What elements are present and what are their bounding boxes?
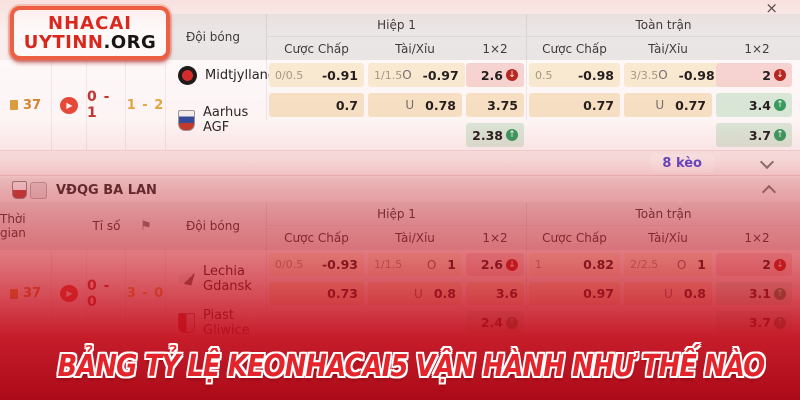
- odds-ft-ou-r2[interactable]: U 0.8: [622, 279, 714, 308]
- odds-h1-ou-r1[interactable]: 1/1.5 O -0.97: [366, 60, 465, 90]
- team-away-aarhus-agf: Aarhus AGF: [166, 90, 266, 150]
- site-logo: NHACAI UYTINN.ORG: [10, 6, 170, 60]
- odds-ft-ou-r2[interactable]: U 0.77: [622, 90, 714, 120]
- banner-text: BẢNG TỶ LỆ KEONHACAI5 VẬN HÀNH NHƯ THẾ N…: [57, 349, 766, 384]
- col-header-team: Đội bóng: [186, 219, 240, 233]
- odds-h1-ou-r2[interactable]: U 0.8: [366, 279, 464, 308]
- league-logo-icon: [12, 181, 27, 199]
- site-logo-line1: NHACAI: [48, 13, 132, 34]
- match2-ht-score: 3 - 0: [126, 250, 166, 337]
- col-header-handicap-h1: Cược Chấp: [266, 226, 366, 250]
- team-away-piast-gliwice: Piast Gliwice: [166, 308, 266, 338]
- odds-ft-1x2-r3[interactable]: 3.7 ↑: [714, 308, 800, 337]
- odds-ft-1x2-r1[interactable]: 2 ↓: [714, 60, 800, 90]
- col-header-ou-h1: Tài/Xỉu: [395, 231, 435, 245]
- odds-h1-1x2-r2[interactable]: 3.6: [464, 279, 526, 308]
- match1-live-cell: ▶: [52, 60, 87, 150]
- col-header-half1: Hiệp 1: [266, 202, 526, 226]
- match2-time: 37: [0, 250, 52, 337]
- odds-h1-handicap-r2[interactable]: 0.7: [266, 90, 366, 120]
- odds-h1-ou-r2[interactable]: U 0.78: [366, 90, 464, 120]
- odds-ft-ou-r1[interactable]: 3/3.5 O -0.98: [622, 60, 721, 90]
- odds-ft-1x2-r3[interactable]: 3.7 ↑: [714, 120, 800, 150]
- odds-down-icon: ↓: [506, 258, 518, 271]
- col-header-fulltime: Toàn trận: [526, 14, 800, 37]
- col-header-handicap-ft: Cược Chấp: [526, 37, 622, 60]
- odds-ft-1x2-r2[interactable]: 3.1 ↑: [714, 279, 800, 308]
- lechia-gdansk-logo-icon: [178, 272, 195, 286]
- banner-title: BẢNG TỶ LỆ KEONHACAI5 VẬN HÀNH NHƯ THẾ N…: [0, 349, 800, 384]
- match2-row: 37 ▶ 0 - 0 3 - 0 Lechia Gdansk Piast Gliwi…: [0, 250, 800, 338]
- col-header-handicap-ft: Cược Chấp: [526, 226, 622, 250]
- odds-ft-handicap-r2[interactable]: 0.77: [526, 90, 622, 120]
- chevron-down-icon[interactable]: [759, 154, 775, 169]
- match2-live-cell: ▶: [52, 250, 87, 337]
- odds-down-icon: ↓: [774, 69, 786, 81]
- corner-flag-icon-cell: ⚑: [126, 202, 166, 250]
- odds-ft-1x2-r2[interactable]: 3.4 ↑: [714, 90, 800, 120]
- col-header-ou-ft: Tài/Xỉu: [648, 231, 688, 245]
- odds-h1-handicap-r1[interactable]: 0/0.5 -0.93: [266, 250, 366, 279]
- col-header-1x2-ft: 1×2: [744, 231, 770, 245]
- team-home-lechia-gdansk: Lechia Gdansk: [166, 250, 266, 308]
- odds-up-icon: ↑: [774, 287, 786, 300]
- col-header-1x2-h1: 1×2: [464, 37, 526, 60]
- match1-score: 0 - 1: [87, 60, 126, 150]
- col-header-ou-h1: Tài/Xỉu: [366, 37, 464, 60]
- play-icon[interactable]: ▶: [60, 96, 78, 114]
- more-bets-row: 8 kèo: [0, 150, 800, 176]
- play-icon[interactable]: ▶: [60, 285, 78, 302]
- odds-h1-handicap-r1[interactable]: 0/0.5 -0.91: [266, 60, 366, 90]
- col-header-1x2-h1: 1×2: [482, 231, 508, 245]
- odds-ft-handicap-r2[interactable]: 0.97: [526, 279, 622, 308]
- odds-ft-1x2-r1[interactable]: 2 ↓: [714, 250, 800, 279]
- team-home-midtjylland: Midtjylland: [166, 60, 276, 90]
- midtjylland-logo-icon: [178, 65, 197, 85]
- odds-h1-1x2-r1[interactable]: 2.6 ↓: [464, 60, 526, 90]
- odds-h1-1x2-r3[interactable]: 2.38 ↑: [464, 120, 526, 150]
- odds-h1-1x2-r1[interactable]: 2.6 ↓: [464, 250, 526, 279]
- more-bets-button[interactable]: 8 kèo: [650, 153, 714, 173]
- close-icon[interactable]: ×: [765, 0, 778, 17]
- col-header-half1: Hiệp 1: [266, 14, 526, 37]
- odds-h1-1x2-r3[interactable]: 2.4 ↑: [464, 308, 526, 337]
- odds-up-icon: ↑: [774, 316, 786, 329]
- col-header-time: Thời gian: [0, 212, 26, 240]
- col-header-team: Đội bóng: [166, 14, 266, 60]
- odds-down-icon: ↓: [774, 258, 786, 271]
- match2-score: 0 - 0: [87, 250, 126, 337]
- match2-odds-header: Thời gian Tỉ số ⚑ Đội bóng Hiệp 1 Toàn t…: [0, 202, 800, 250]
- league-header-vdqg-ba-lan[interactable]: VĐQG BA LAN: [0, 178, 800, 202]
- odds-h1-ou-r1[interactable]: 1/1.5 O 1: [366, 250, 464, 279]
- odds-up-icon: ↑: [506, 316, 518, 329]
- odds-ft-handicap-r1[interactable]: 1 0.82: [526, 250, 622, 279]
- chevron-up-icon[interactable]: [761, 184, 777, 200]
- match-status-icon: [9, 288, 18, 299]
- match-status-icon: [9, 100, 18, 110]
- league-name: VĐQG BA LAN: [56, 182, 157, 198]
- odds-up-icon: ↑: [774, 99, 786, 111]
- corner-flag-icon: ⚑: [140, 218, 152, 234]
- aarhus-agf-logo-icon: [178, 109, 195, 131]
- match1-row: 37 ▶ 0 - 1 1 - 2 Midtjylland Aarhus AGF 0…: [0, 60, 800, 150]
- odds-down-icon: ↓: [506, 69, 518, 81]
- league-logo2-icon: [30, 181, 47, 199]
- odds-up-icon: ↑: [506, 129, 518, 141]
- piast-gliwice-logo-icon: [178, 312, 195, 333]
- site-logo-line2: UYTINN.ORG: [23, 32, 157, 53]
- odds-h1-1x2-r2[interactable]: 3.75: [464, 90, 526, 120]
- col-header-ou-ft: Tài/Xỉu: [622, 37, 714, 60]
- match1-time: 37: [0, 60, 52, 150]
- odds-ft-ou-r1[interactable]: 2/2.5 O 1: [622, 250, 714, 279]
- odds-ft-handicap-r1[interactable]: 0.5 -0.98: [526, 60, 622, 90]
- match1-ht-score: 1 - 2: [126, 60, 166, 150]
- col-header-handicap-h1: Cược Chấp: [266, 37, 366, 60]
- col-header-score: Tỉ số: [92, 219, 121, 233]
- odds-h1-handicap-r2[interactable]: 0.73: [266, 279, 366, 308]
- col-header-fulltime: Toàn trận: [526, 202, 800, 226]
- col-header-1x2-ft: 1×2: [714, 37, 800, 60]
- odds-up-icon: ↑: [774, 129, 786, 141]
